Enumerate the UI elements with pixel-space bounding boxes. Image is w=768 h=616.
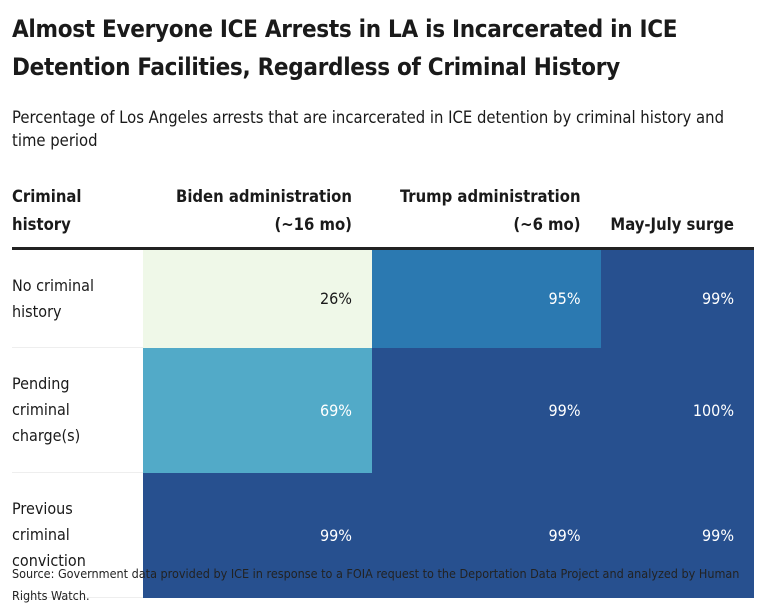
column-header: May-July surge xyxy=(600,183,754,250)
heatmap-cell: 26% xyxy=(143,248,372,348)
row-label: Pending criminal charge(s) xyxy=(12,347,144,473)
heatmap-cell: 100% xyxy=(600,347,754,473)
row-label: No criminal history xyxy=(12,248,144,348)
column-header: Trump administration (~6 mo) xyxy=(371,183,601,250)
heatmap-cell: 99% xyxy=(371,347,601,473)
column-header: Biden administration (~16 mo) xyxy=(143,183,372,250)
table-row: No criminal history 26% 95% 99% xyxy=(12,248,754,348)
column-header: Criminal history xyxy=(12,183,144,250)
heatmap-cell: 99% xyxy=(143,472,372,598)
heatmap-cell: 69% xyxy=(143,347,372,473)
heatmap-table: Criminal history Biden administration (~1… xyxy=(12,183,754,598)
heatmap-cell: 95% xyxy=(371,248,601,348)
chart-subtitle: Percentage of Los Angeles arrests that a… xyxy=(12,108,724,150)
header-row: Criminal history Biden administration (~1… xyxy=(12,183,754,250)
heatmap-cell: 99% xyxy=(371,472,601,598)
row-label: Previous criminal conviction xyxy=(12,472,144,598)
table-row: Pending criminal charge(s) 69% 99% 100% xyxy=(12,347,754,473)
heatmap-cell: 99% xyxy=(600,248,754,348)
source-note: Source: Government data provided by ICE … xyxy=(12,566,740,603)
chart-title: Almost Everyone ICE Arrests in LA is Inc… xyxy=(12,15,678,81)
heatmap-cell: 99% xyxy=(600,472,754,598)
table-row: Previous criminal conviction 99% 99% 99% xyxy=(12,472,754,598)
